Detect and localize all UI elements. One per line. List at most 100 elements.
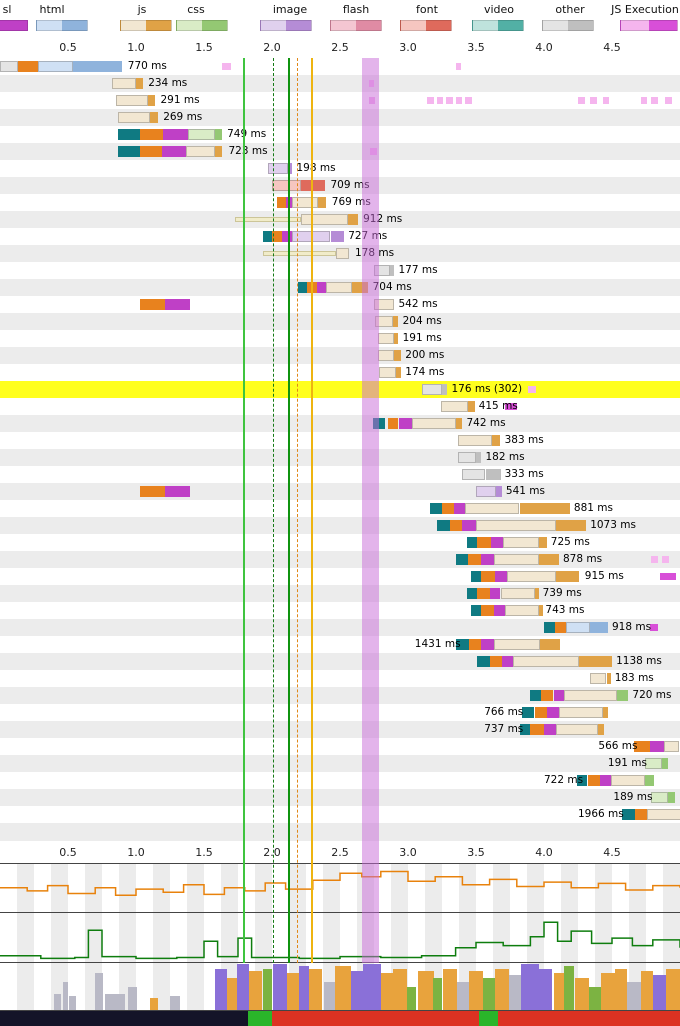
activity-segment (262, 969, 272, 1010)
request-row-8[interactable] (0, 177, 680, 194)
request-row-4[interactable] (0, 109, 680, 126)
request-row-25[interactable] (0, 466, 680, 483)
request-row-42[interactable] (0, 755, 680, 772)
js-execution-mark (659, 573, 676, 580)
request-timing-label: 704 ms (372, 281, 412, 293)
request-row-2[interactable] (0, 75, 680, 92)
activity-segment (508, 975, 521, 1010)
legend-label-font: font (416, 3, 438, 16)
js-execution-mark (651, 556, 659, 563)
activity-segment (538, 969, 553, 1010)
segment-js_d (149, 112, 158, 123)
segment-css_d (617, 690, 629, 701)
segment-js_l (512, 656, 580, 667)
activity-segment (432, 978, 442, 1010)
request-row-21[interactable] (0, 398, 680, 415)
request-row-39[interactable] (0, 704, 680, 721)
segment-js_d (519, 503, 570, 514)
legend: sl html js css image flash font video other JS Ex… (0, 0, 680, 34)
segment-js_d (148, 95, 155, 106)
legend-label-image: image (272, 3, 308, 16)
legend-swatch-other (542, 20, 594, 31)
request-row-43[interactable] (0, 772, 680, 789)
request-row-6[interactable] (0, 143, 680, 160)
segment-js_d (394, 333, 399, 344)
js-execution-mark (455, 97, 463, 104)
segment-js_l (379, 367, 396, 378)
request-timing-label: 709 ms (330, 179, 370, 191)
segment-js_d (395, 367, 402, 378)
activity-segment (564, 966, 574, 1010)
activity-segment (248, 971, 263, 1010)
request-row-45[interactable] (0, 806, 680, 823)
segment-js_d (539, 639, 561, 650)
request-row-3[interactable] (0, 92, 680, 109)
progress-segment-green (247, 1011, 272, 1026)
segment-js_d (455, 418, 463, 429)
activity-segment (520, 964, 539, 1010)
request-row-37[interactable] (0, 670, 680, 687)
cpu-line (0, 870, 680, 897)
segment-js_d (534, 588, 539, 599)
activity-segment (95, 973, 104, 1010)
request-row-16[interactable] (0, 313, 680, 330)
request-row-41[interactable] (0, 738, 680, 755)
legend-label-other: other (555, 3, 585, 16)
js-execution-mark (650, 624, 659, 631)
segment-js_d (598, 724, 604, 735)
segment-dns (262, 231, 272, 242)
request-row-26[interactable] (0, 483, 680, 500)
segment-dns (621, 809, 636, 820)
request-row-18[interactable] (0, 347, 680, 364)
request-row-1[interactable] (0, 58, 680, 75)
request-row-9[interactable] (0, 194, 680, 211)
segment-connect (633, 741, 651, 752)
segment-js_l (300, 214, 349, 225)
request-timing-label: 1966 ms (578, 808, 624, 820)
segment-js_d (136, 78, 143, 89)
request-row-38[interactable] (0, 687, 680, 704)
request-row-19[interactable] (0, 364, 680, 381)
request-row-35[interactable] (0, 636, 680, 653)
activity-segment (299, 966, 309, 1010)
segment-ssl (481, 554, 494, 565)
request-row-22[interactable] (0, 415, 680, 432)
request-timing-label: 1138 ms (616, 655, 662, 667)
request-row-40[interactable] (0, 721, 680, 738)
request-row-5[interactable] (0, 126, 680, 143)
segment-ssl (546, 707, 559, 718)
segment-ssl (650, 741, 664, 752)
segment-dns (455, 639, 470, 650)
request-row-24[interactable] (0, 449, 680, 466)
request-row-15[interactable] (0, 296, 680, 313)
request-row-17[interactable] (0, 330, 680, 347)
segment-js_l (556, 724, 599, 735)
segment-connect (534, 707, 547, 718)
request-timing-label: 178 ms (355, 247, 395, 259)
segment-ssl (495, 571, 508, 582)
request-row-34[interactable] (0, 619, 680, 636)
segment-js_d (556, 520, 587, 531)
js-execution-mark (640, 97, 648, 104)
axis-tick-1.0: 1.0 (127, 846, 145, 859)
segment-js_d (492, 435, 501, 446)
segment-js_d (394, 350, 402, 361)
segment-js_d (467, 401, 475, 412)
activity-segment (406, 987, 417, 1010)
request-row-20[interactable] (0, 381, 680, 398)
segment-connect (481, 605, 494, 616)
axis-tick-2.5: 2.5 (331, 41, 349, 54)
js-execution-mark (602, 97, 610, 104)
segment-connect (587, 775, 600, 786)
legend-swatch-js-execution (620, 20, 678, 31)
segment-js_d (348, 214, 358, 225)
axis-tick-1.5: 1.5 (195, 846, 213, 859)
segment-js_d (318, 197, 327, 208)
activity-segment (363, 964, 381, 1010)
activity-segment (149, 998, 158, 1010)
request-row-44[interactable] (0, 789, 680, 806)
request-row-13[interactable] (0, 262, 680, 279)
request-row-7[interactable] (0, 160, 680, 177)
activity-segment (495, 969, 509, 1010)
request-row-23[interactable] (0, 432, 680, 449)
